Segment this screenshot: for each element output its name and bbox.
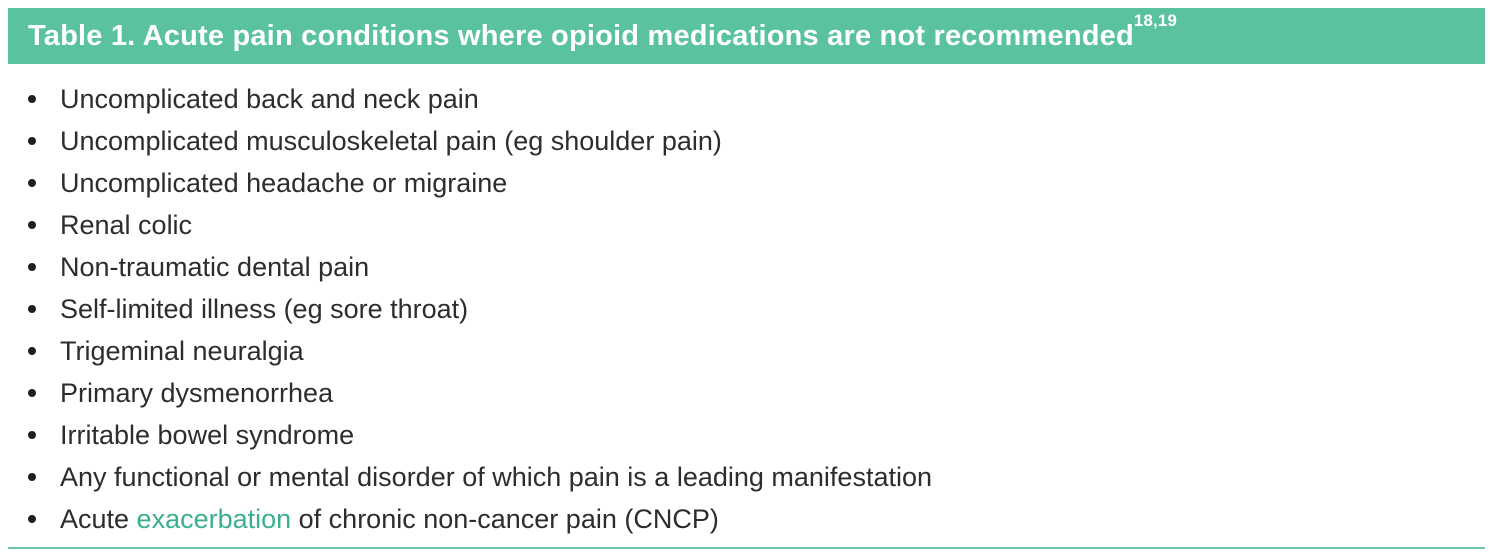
bullet-icon xyxy=(28,431,36,439)
list-item: Acute exacerbation of chronic non-cancer… xyxy=(8,498,1485,540)
bullet-icon xyxy=(28,137,36,145)
list-item: Non-traumatic dental pain xyxy=(8,246,1485,288)
bullet-icon xyxy=(28,221,36,229)
item-text: Uncomplicated musculoskeletal pain (eg s… xyxy=(60,126,722,156)
list-item: Irritable bowel syndrome xyxy=(8,414,1485,456)
bullet-icon xyxy=(28,263,36,271)
item-text: Uncomplicated headache or migraine xyxy=(60,168,508,198)
table-title: Table 1. Acute pain conditions where opi… xyxy=(28,12,1177,53)
bullet-icon xyxy=(28,389,36,397)
item-text: Irritable bowel syndrome xyxy=(60,420,355,450)
item-text: Non-traumatic dental pain xyxy=(60,252,370,282)
table-title-text: Table 1. Acute pain conditions where opi… xyxy=(28,19,1134,52)
item-text: Uncomplicated back and neck pain xyxy=(60,84,479,114)
condition-list: Uncomplicated back and neck pain Uncompli… xyxy=(8,78,1485,540)
bullet-icon xyxy=(28,179,36,187)
bullet-icon xyxy=(28,305,36,313)
list-item: Uncomplicated back and neck pain xyxy=(8,78,1485,120)
bullet-icon xyxy=(28,95,36,103)
list-item: Trigeminal neuralgia xyxy=(8,330,1485,372)
item-text: Trigeminal neuralgia xyxy=(60,336,304,366)
list-item: Renal colic xyxy=(8,204,1485,246)
list-item: Any functional or mental disorder of whi… xyxy=(8,456,1485,498)
bullet-icon xyxy=(28,347,36,355)
bullet-icon xyxy=(28,515,36,523)
item-text: Renal colic xyxy=(60,210,193,240)
item-text: Acute xyxy=(60,504,137,534)
item-text: Self-limited illness (eg sore throat) xyxy=(60,294,469,324)
table-title-bar: Table 1. Acute pain conditions where opi… xyxy=(8,8,1485,64)
list-item: Primary dysmenorrhea xyxy=(8,372,1485,414)
item-text: Any functional or mental disorder of whi… xyxy=(60,462,932,492)
item-text: Primary dysmenorrhea xyxy=(60,378,334,408)
list-item: Uncomplicated headache or migraine xyxy=(8,162,1485,204)
bullet-icon xyxy=(28,473,36,481)
highlighted-term-link[interactable]: exacerbation xyxy=(136,504,292,534)
table-title-reference-superscript: 18,19 xyxy=(1133,11,1177,31)
item-text: of chronic non-cancer pain (CNCP) xyxy=(291,504,719,534)
list-item: Uncomplicated musculoskeletal pain (eg s… xyxy=(8,120,1485,162)
list-item: Self-limited illness (eg sore throat) xyxy=(8,288,1485,330)
bottom-divider xyxy=(8,547,1485,549)
